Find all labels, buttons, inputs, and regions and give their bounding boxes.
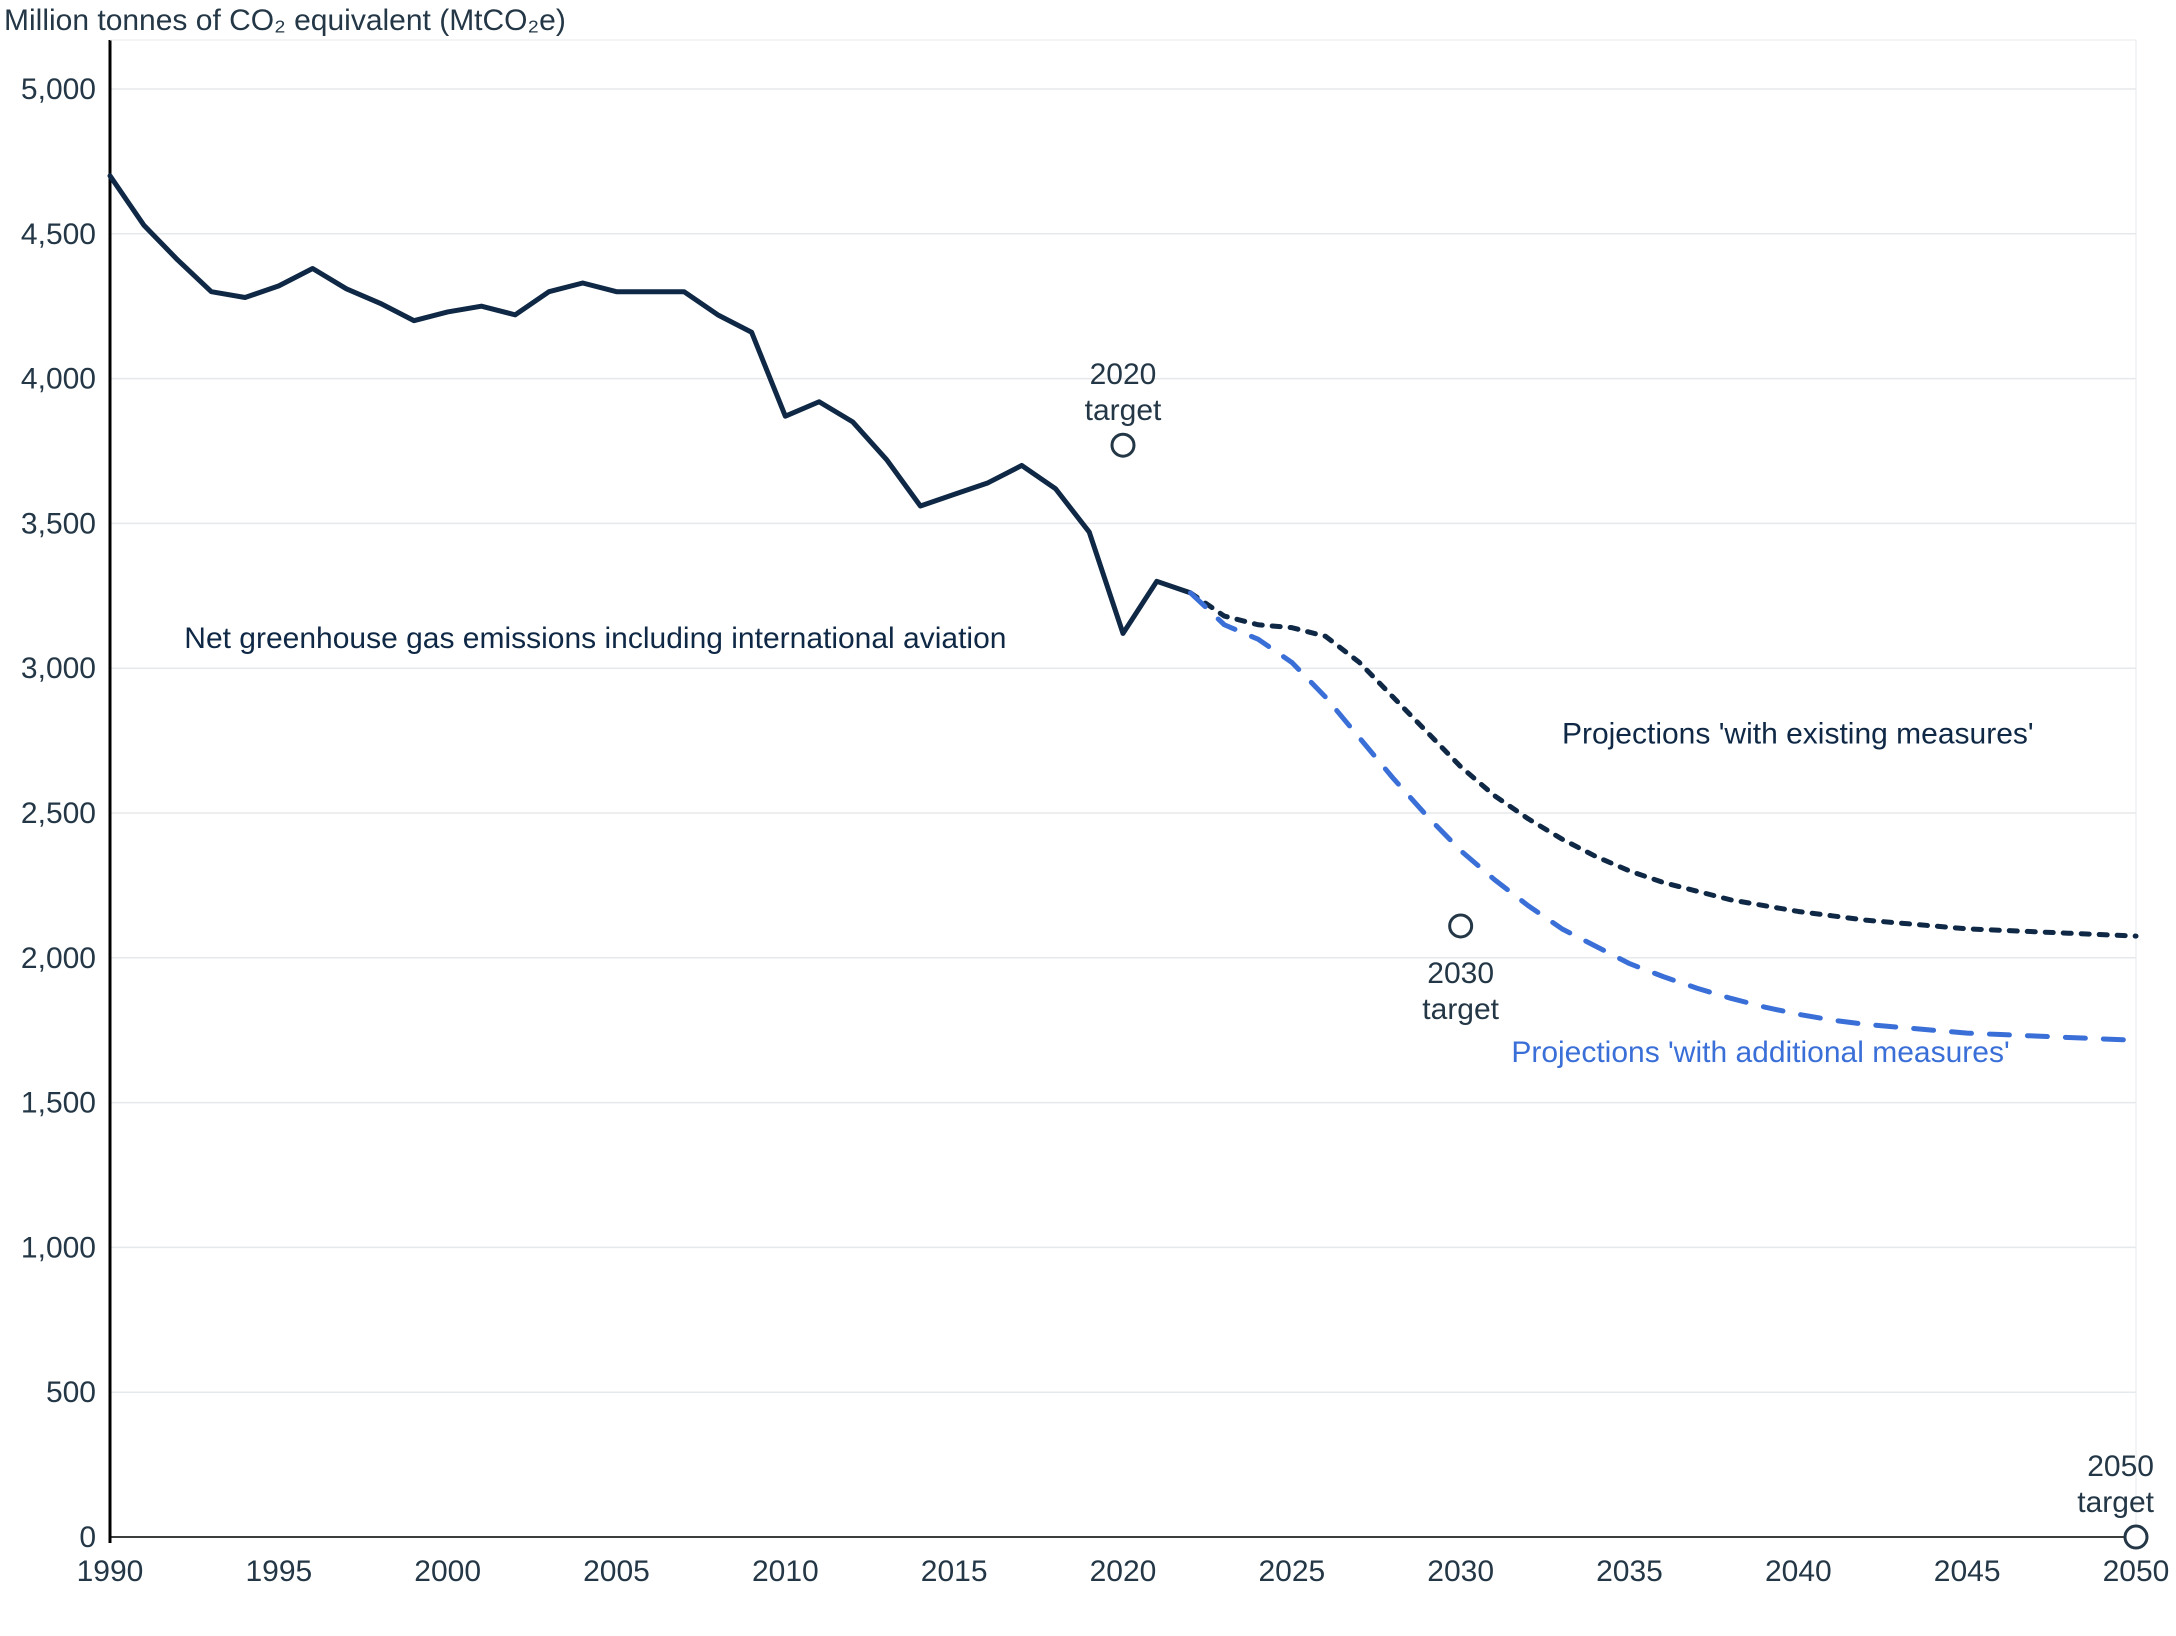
y-tick-label: 3,500 [21,507,96,540]
x-tick-label: 2015 [921,1555,988,1588]
y-tick-label: 3,000 [21,652,96,685]
target-label-t2020-line1: 2020 [1090,358,1157,391]
x-tick-label: 1990 [77,1555,144,1588]
y-tick-label: 5,000 [21,73,96,106]
target-label-t2020-line2: target [1085,394,1162,427]
y-tick-label: 4,000 [21,363,96,396]
series-label-wam: Projections 'with additional measures' [1511,1036,2009,1069]
series-label-wem: Projections 'with existing measures' [1562,717,2034,750]
chart-svg: 0 500 1,000 1,500 2,000 2,500 3,000 3,500 4,000 4… [0,0,2176,1636]
x-tick-label: 2030 [1427,1555,1494,1588]
y-axis-title: Million tonnes of CO₂ equivalent (MtCO₂e… [4,4,566,37]
x-tick-label: 2035 [1596,1555,1663,1588]
y-tick-label: 0 [79,1521,96,1554]
target-label-t2050-line1: 2050 [2087,1450,2154,1483]
y-tick-label: 1,500 [21,1087,96,1120]
y-tick-label: 4,500 [21,218,96,251]
target-label-t2050-line2: target [2077,1486,2154,1519]
chart-bg [0,0,2176,1636]
x-tick-label: 2020 [1090,1555,1157,1588]
y-tick-label: 2,000 [21,942,96,975]
target-label-t2030-line1: 2030 [1427,957,1494,990]
x-tick-label: 2000 [414,1555,481,1588]
y-tick-label: 2,500 [21,797,96,830]
x-tick-label: 2005 [583,1555,650,1588]
emissions-chart: 0 500 1,000 1,500 2,000 2,500 3,000 3,500 4,000 4… [0,0,2176,1636]
target-marker-t2030 [1450,915,1472,937]
x-tick-label: 1995 [245,1555,312,1588]
series-label-historical: Net greenhouse gas emissions including i… [184,622,1006,655]
x-tick-label: 2025 [1258,1555,1325,1588]
y-tick-label: 1,000 [21,1231,96,1264]
target-label-t2030-line2: target [1422,993,1499,1026]
y-tick-label: 500 [46,1376,96,1409]
target-marker-t2020 [1112,434,1134,456]
x-tick-label: 2010 [752,1555,819,1588]
x-tick-label: 2045 [1934,1555,2001,1588]
x-tick-label: 2040 [1765,1555,1832,1588]
target-marker-t2050 [2125,1526,2147,1548]
x-tick-label: 2050 [2103,1555,2170,1588]
